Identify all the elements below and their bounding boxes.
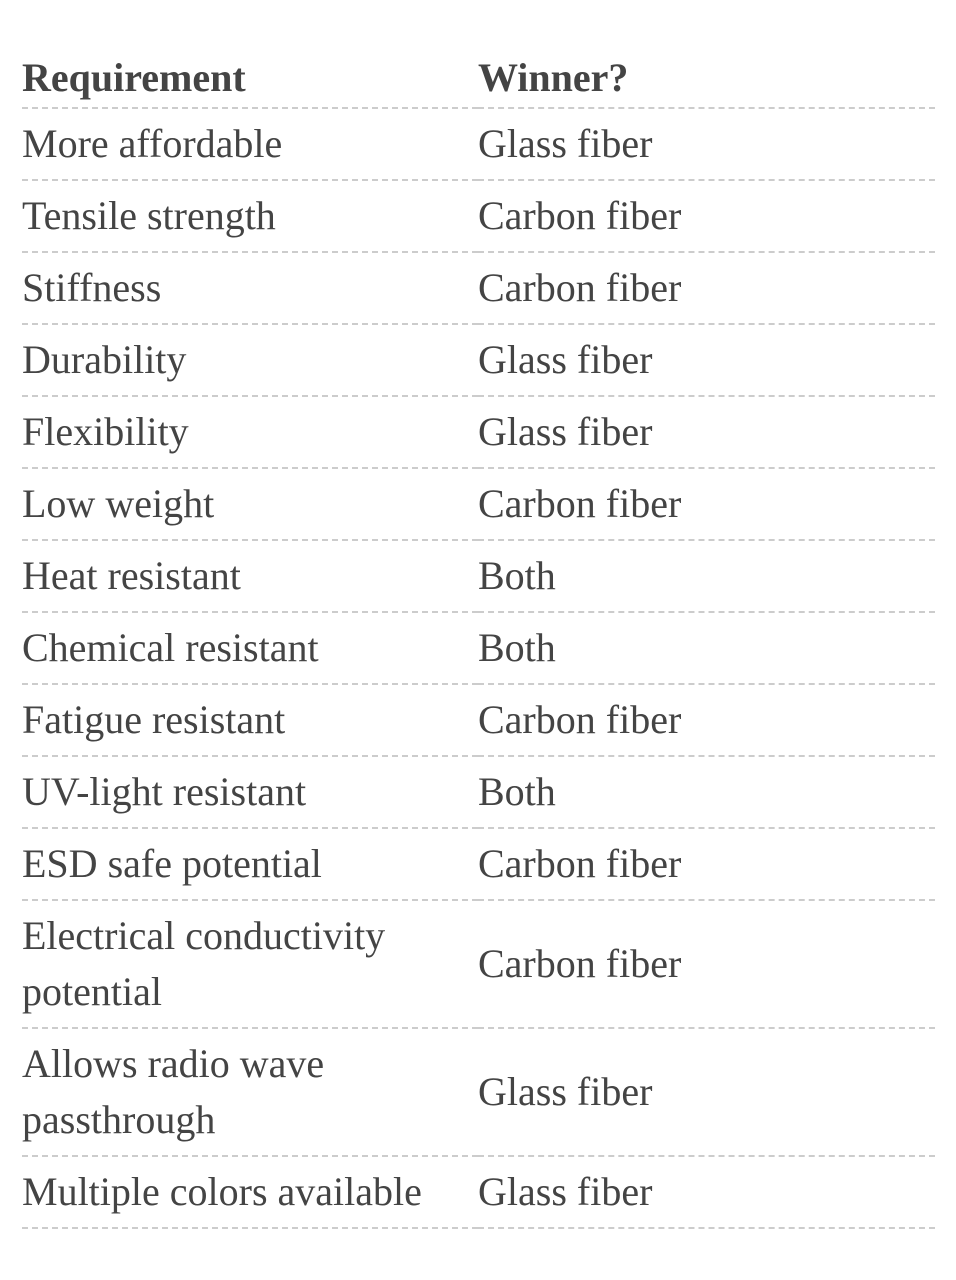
table-row: Low weight Carbon fiber xyxy=(22,468,935,541)
requirement-cell: Tensile strength xyxy=(22,180,478,253)
winner-cell: Carbon fiber xyxy=(478,252,935,325)
winner-cell: Both xyxy=(478,612,935,685)
winner-cell: Carbon fiber xyxy=(478,468,935,541)
table-row: ESD safe potential Carbon fiber xyxy=(22,828,935,901)
requirement-cell: Flexibility xyxy=(22,396,478,469)
table-row: Flexibility Glass fiber xyxy=(22,396,935,469)
winner-cell: Both xyxy=(478,756,935,829)
requirement-cell: Stiffness xyxy=(22,252,478,325)
winner-cell: Glass fiber xyxy=(478,324,935,397)
table-row: Tensile strength Carbon fiber xyxy=(22,180,935,253)
requirement-cell: UV-light resistant xyxy=(22,756,478,829)
table-row: Durability Glass fiber xyxy=(22,324,935,397)
winner-cell: Both xyxy=(478,540,935,613)
table-row: Allows radio wave passthrough Glass fiber xyxy=(22,1028,935,1157)
winner-cell: Glass fiber xyxy=(478,1028,935,1157)
winner-cell: Carbon fiber xyxy=(478,828,935,901)
winner-cell: Glass fiber xyxy=(478,396,935,469)
table-row: Heat resistant Both xyxy=(22,540,935,613)
requirement-cell: Heat resistant xyxy=(22,540,478,613)
table-body: More affordable Glass fiber Tensile streng… xyxy=(22,108,935,1229)
table-row: Chemical resistant Both xyxy=(22,612,935,685)
comparison-table: Requirement Winner? More affordable Glass… xyxy=(22,50,935,1229)
requirement-cell: Electrical conductivity potential xyxy=(22,900,478,1029)
winner-cell: Carbon fiber xyxy=(478,180,935,253)
requirement-cell: ESD safe potential xyxy=(22,828,478,901)
table-row: Multiple colors available Glass fiber xyxy=(22,1156,935,1229)
table-row: Electrical conductivity potential Carbon … xyxy=(22,900,935,1029)
requirement-cell: Multiple colors available xyxy=(22,1156,478,1229)
winner-cell: Carbon fiber xyxy=(478,684,935,757)
table-row: UV-light resistant Both xyxy=(22,756,935,829)
requirement-cell: Chemical resistant xyxy=(22,612,478,685)
header-cell: Requirement xyxy=(22,50,478,109)
table-row: Fatigue resistant Carbon fiber xyxy=(22,684,935,757)
winner-cell: Glass fiber xyxy=(478,108,935,181)
table-row: More affordable Glass fiber xyxy=(22,108,935,181)
header-cell: Winner? xyxy=(478,50,935,109)
requirement-cell: More affordable xyxy=(22,108,478,181)
requirement-cell: Allows radio wave passthrough xyxy=(22,1028,478,1157)
winner-cell: Glass fiber xyxy=(478,1156,935,1229)
winner-cell: Carbon fiber xyxy=(478,900,935,1029)
requirement-cell: Low weight xyxy=(22,468,478,541)
header-row: Requirement Winner? xyxy=(22,50,935,109)
requirement-cell: Fatigue resistant xyxy=(22,684,478,757)
table-row: Stiffness Carbon fiber xyxy=(22,252,935,325)
requirement-cell: Durability xyxy=(22,324,478,397)
